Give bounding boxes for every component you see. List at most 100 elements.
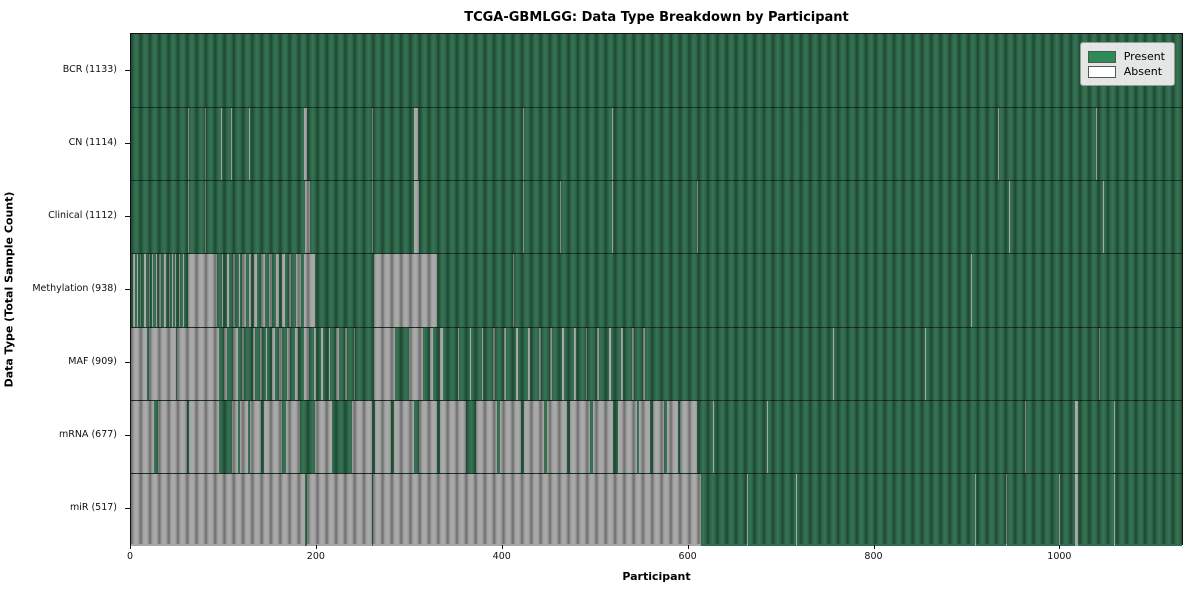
- absent-segment: [457, 327, 460, 400]
- absent-segment: [152, 254, 154, 327]
- absent-segment: [653, 400, 665, 473]
- absent-segment: [158, 254, 161, 327]
- absent-segment: [205, 181, 207, 254]
- absent-segment: [240, 400, 248, 473]
- absent-segment: [252, 327, 256, 400]
- absent-segment: [303, 254, 315, 327]
- absent-segment: [328, 327, 331, 400]
- heatmap-row-maf: [131, 326, 1182, 400]
- absent-segment: [374, 254, 438, 327]
- absent-segment: [833, 327, 835, 400]
- absent-segment: [667, 400, 679, 473]
- absent-segment: [248, 254, 251, 327]
- absent-segment: [303, 108, 308, 181]
- absent-segment: [373, 473, 701, 546]
- absent-segment: [143, 254, 146, 327]
- absent-segment: [998, 108, 1000, 181]
- x-tick-mark: [687, 545, 689, 549]
- absent-segment: [374, 327, 396, 400]
- absent-segment: [254, 254, 258, 327]
- absent-segment: [187, 108, 189, 181]
- chart-title: TCGA-GBMLGG: Data Type Breakdown by Part…: [464, 10, 849, 25]
- absent-segment: [559, 181, 561, 254]
- absent-segment: [189, 400, 220, 473]
- absent-segment: [712, 400, 714, 473]
- absent-segment: [492, 327, 495, 400]
- absent-segment: [503, 327, 506, 400]
- absent-segment: [131, 327, 147, 400]
- absent-segment: [296, 254, 301, 327]
- absent-segment: [248, 108, 250, 181]
- absent-segment: [131, 473, 306, 546]
- absent-segment: [231, 108, 233, 181]
- absent-segment: [393, 400, 414, 473]
- absent-segment: [439, 400, 466, 473]
- absent-segment: [596, 327, 599, 400]
- legend-label: Present: [1123, 50, 1165, 63]
- x-tick-mark: [315, 545, 317, 549]
- y-tick-mark: [125, 142, 130, 144]
- absent-segment: [562, 327, 565, 400]
- absent-segment: [1008, 181, 1010, 254]
- absent-segment: [232, 400, 238, 473]
- absent-segment: [550, 327, 553, 400]
- absent-segment: [374, 400, 391, 473]
- absent-segment: [1025, 400, 1027, 473]
- absent-segment: [295, 327, 298, 400]
- y-tick-label-mir: miR (517): [69, 502, 117, 514]
- absent-segment: [305, 181, 311, 254]
- absent-segment: [269, 254, 272, 327]
- absent-segment: [524, 400, 544, 473]
- y-tick-mark: [125, 215, 130, 217]
- absent-segment: [592, 400, 614, 473]
- absent-segment: [187, 181, 189, 254]
- absent-segment: [1075, 400, 1079, 473]
- absent-segment: [220, 108, 222, 181]
- absent-segment: [746, 473, 748, 546]
- heatmap-row-clinical: [131, 180, 1182, 254]
- absent-segment: [307, 473, 373, 546]
- absent-segment: [439, 327, 443, 400]
- absent-segment: [303, 327, 310, 400]
- absent-segment: [221, 254, 223, 327]
- absent-segment: [282, 254, 285, 327]
- absent-segment: [279, 327, 283, 400]
- absent-segment: [164, 254, 167, 327]
- absent-segment: [413, 108, 418, 181]
- absent-segment: [336, 327, 339, 400]
- absent-segment: [314, 400, 333, 473]
- legend-label: Absent: [1123, 65, 1163, 78]
- absent-segment: [500, 400, 521, 473]
- absent-segment: [574, 327, 577, 400]
- x-tick-mark: [130, 545, 131, 549]
- y-tick-label-methylation: Methylation (938): [32, 283, 117, 294]
- absent-segment: [182, 254, 184, 327]
- heatmap-row-mir: [131, 472, 1182, 546]
- absent-segment: [259, 327, 262, 400]
- y-tick-label-cn: CN (1114): [68, 136, 117, 148]
- absent-segment: [171, 254, 173, 327]
- legend-entry-absent: Absent: [1087, 65, 1165, 78]
- absent-segment: [321, 327, 323, 400]
- absent-segment: [242, 327, 245, 400]
- absent-segment: [156, 254, 157, 327]
- absent-segment: [275, 254, 280, 327]
- y-tick-mark: [125, 69, 130, 71]
- absent-segment: [513, 254, 515, 327]
- y-tick-label-bcr: BCR (1133): [62, 63, 117, 75]
- absent-segment: [174, 254, 176, 327]
- absent-segment: [179, 254, 181, 327]
- plot-area: Present Absent: [130, 33, 1183, 546]
- x-axis-label: Participant: [622, 570, 691, 583]
- absent-segment: [271, 327, 275, 400]
- absent-segment: [372, 181, 374, 254]
- heatmap-row-methylation: [131, 253, 1182, 327]
- absent-segment: [971, 254, 973, 327]
- y-tick-label-mrna: mRNA (677): [58, 429, 117, 441]
- heatmap-row-cn: [131, 107, 1182, 181]
- absent-segment: [242, 254, 247, 327]
- x-tick-label: 800: [864, 551, 883, 562]
- absent-segment: [132, 254, 135, 327]
- x-tick-label: 1000: [1047, 551, 1072, 562]
